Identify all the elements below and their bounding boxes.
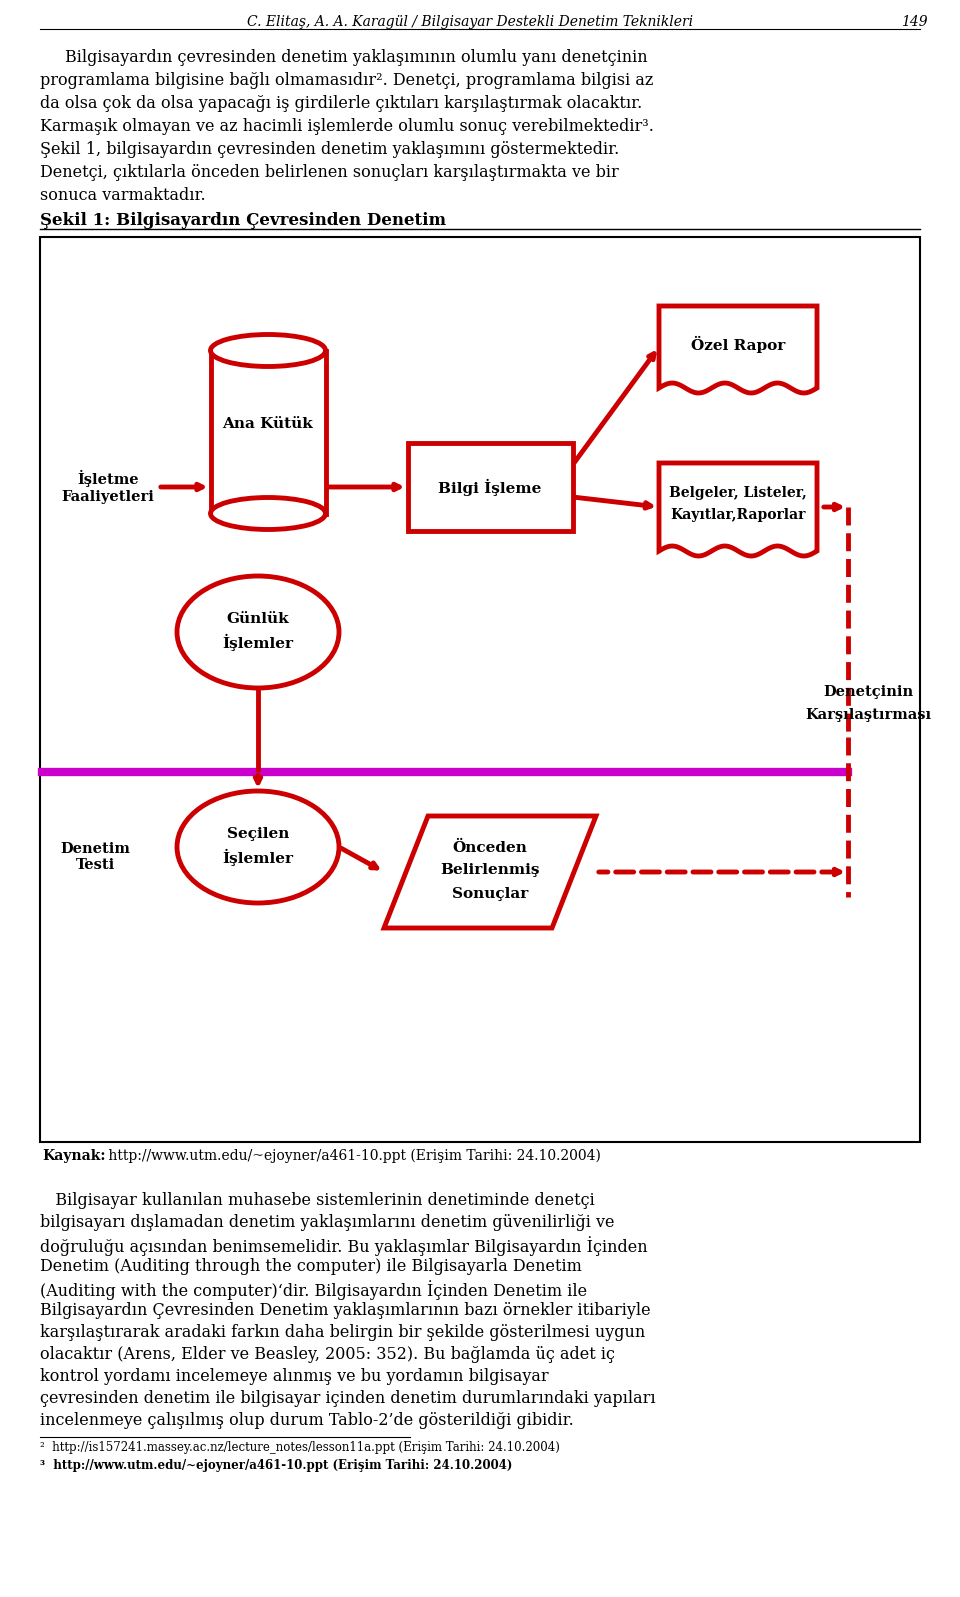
Ellipse shape bbox=[210, 498, 325, 530]
Text: C. Elitaş, A. A. Karagül / Bilgisayar Destekli Denetim Teknikleri: C. Elitaş, A. A. Karagül / Bilgisayar De… bbox=[247, 14, 693, 29]
Text: Belirlenmiş: Belirlenmiş bbox=[441, 862, 540, 877]
Text: Bilgisayardın Çevresinden Denetim yaklaşımlarının bazı örnekler itibariyle: Bilgisayardın Çevresinden Denetim yaklaş… bbox=[40, 1302, 651, 1319]
Text: programlama bilgisine bağlı olmamasıdır². Denetçi, programlama bilgisi az: programlama bilgisine bağlı olmamasıdır²… bbox=[40, 72, 654, 89]
Text: Bilgi İşleme: Bilgi İşleme bbox=[439, 479, 541, 495]
Text: Önceden: Önceden bbox=[452, 842, 527, 854]
Text: İşlemler: İşlemler bbox=[223, 848, 294, 866]
Text: Denetçinin: Denetçinin bbox=[823, 685, 913, 699]
Bar bbox=[407, 442, 572, 530]
Text: Günlük: Günlük bbox=[227, 612, 289, 626]
PathPatch shape bbox=[659, 463, 817, 556]
Text: Kayıtlar,Raporlar: Kayıtlar,Raporlar bbox=[670, 508, 805, 522]
Text: sonuca varmaktadır.: sonuca varmaktadır. bbox=[40, 187, 205, 204]
Ellipse shape bbox=[177, 791, 339, 902]
Text: da olsa çok da olsa yapacağı iş girdilerle çıktıları karşılaştırmak olacaktır.: da olsa çok da olsa yapacağı iş girdiler… bbox=[40, 94, 642, 112]
Text: Karmaşık olmayan ve az hacimli işlemlerde olumlu sonuç verebilmektedir³.: Karmaşık olmayan ve az hacimli işlemlerd… bbox=[40, 118, 654, 136]
Text: incelenmeye çalışılmış olup durum Tablo-2’de gösterildiği gibidir.: incelenmeye çalışılmış olup durum Tablo-… bbox=[40, 1412, 574, 1429]
PathPatch shape bbox=[659, 307, 817, 393]
Text: Denetçi, çıktılarla önceden belirlenen sonuçları karşılaştırmakta ve bir: Denetçi, çıktılarla önceden belirlenen s… bbox=[40, 164, 619, 180]
Ellipse shape bbox=[210, 334, 325, 366]
Text: Karşılaştırması: Karşılaştırması bbox=[804, 707, 931, 722]
Text: Kaynak:: Kaynak: bbox=[42, 1148, 106, 1163]
Text: Ana Kütük: Ana Kütük bbox=[223, 417, 313, 431]
Text: Bilgisayar kullanılan muhasebe sistemlerinin denetiminde denetçi: Bilgisayar kullanılan muhasebe sistemler… bbox=[40, 1191, 595, 1209]
Text: İşlemler: İşlemler bbox=[223, 634, 294, 650]
Text: ³  http://www.utm.edu/~ejoyner/a461-10.ppt (Erişim Tarihi: 24.10.2004): ³ http://www.utm.edu/~ejoyner/a461-10.pp… bbox=[40, 1460, 513, 1472]
Text: Denetim
Testi: Denetim Testi bbox=[60, 842, 130, 872]
Text: Bilgisayardın çevresinden denetim yaklaşımının olumlu yanı denetçinin: Bilgisayardın çevresinden denetim yaklaş… bbox=[65, 50, 648, 65]
Text: Sonuçlar: Sonuçlar bbox=[452, 886, 528, 901]
Ellipse shape bbox=[177, 577, 339, 688]
Text: bilgisayarı dışlamadan denetim yaklaşımlarını denetim güvenilirliği ve: bilgisayarı dışlamadan denetim yaklaşıml… bbox=[40, 1214, 614, 1231]
Polygon shape bbox=[384, 816, 596, 928]
Text: çevresinden denetim ile bilgisayar içinden denetim durumlarındaki yapıları: çevresinden denetim ile bilgisayar içind… bbox=[40, 1389, 656, 1407]
Text: http://www.utm.edu/~ejoyner/a461-10.ppt (Erişim Tarihi: 24.10.2004): http://www.utm.edu/~ejoyner/a461-10.ppt … bbox=[104, 1148, 601, 1163]
Text: Özel Rapor: Özel Rapor bbox=[691, 335, 785, 353]
Text: Belgeler, Listeler,: Belgeler, Listeler, bbox=[669, 485, 806, 500]
Bar bbox=[40, 236, 920, 1142]
Text: Denetim (Auditing through the computer) ile Bilgisayarla Denetim: Denetim (Auditing through the computer) … bbox=[40, 1258, 582, 1274]
Text: karşılaştırarak aradaki farkın daha belirgin bir şekilde gösterilmesi uygun: karşılaştırarak aradaki farkın daha beli… bbox=[40, 1324, 645, 1341]
Bar bbox=[210, 350, 325, 514]
Text: ²  http://is157241.massey.ac.nz/lecture_notes/lesson11a.ppt (Erişim Tarihi: 24.1: ² http://is157241.massey.ac.nz/lecture_n… bbox=[40, 1440, 560, 1453]
Text: kontrol yordamı incelemeye alınmış ve bu yordamın bilgisayar: kontrol yordamı incelemeye alınmış ve bu… bbox=[40, 1369, 548, 1385]
Text: olacaktır (Arens, Elder ve Beasley, 2005: 352). Bu bağlamda üç adet iç: olacaktır (Arens, Elder ve Beasley, 2005… bbox=[40, 1346, 615, 1362]
Text: Seçilen: Seçilen bbox=[227, 827, 289, 842]
Text: Şekil 1, bilgisayardın çevresinden denetim yaklaşımını göstermektedir.: Şekil 1, bilgisayardın çevresinden denet… bbox=[40, 141, 619, 158]
Text: doğruluğu açısından benimsemelidir. Bu yaklaşımlar Bilgisayardın İçinden: doğruluğu açısından benimsemelidir. Bu y… bbox=[40, 1236, 648, 1255]
Text: 149: 149 bbox=[901, 14, 928, 29]
Text: Şekil 1: Bilgisayardın Çevresinden Denetim: Şekil 1: Bilgisayardın Çevresinden Denet… bbox=[40, 212, 446, 228]
Text: İşletme
Faaliyetleri: İşletme Faaliyetleri bbox=[61, 471, 155, 503]
Text: (Auditing with the computer)ʻdir. Bilgisayardın İçinden Denetim ile: (Auditing with the computer)ʻdir. Bilgis… bbox=[40, 1281, 588, 1300]
